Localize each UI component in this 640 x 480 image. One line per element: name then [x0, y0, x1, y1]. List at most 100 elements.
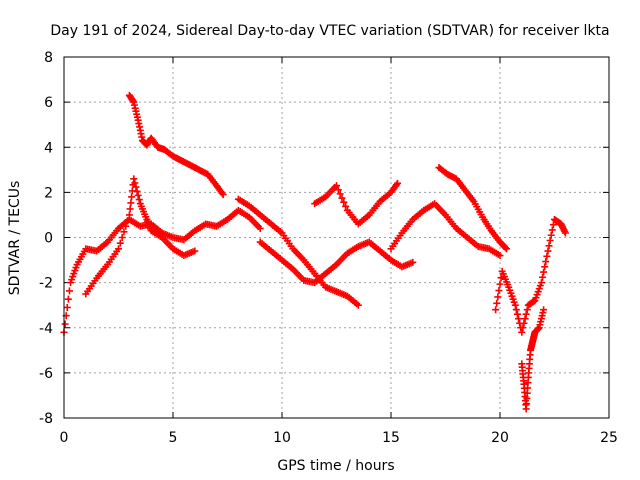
data-point-marker	[133, 187, 141, 195]
x-tick-label: 25	[600, 430, 618, 446]
data-point-marker	[520, 319, 528, 327]
data-point-marker	[219, 191, 227, 199]
data-point-marker	[515, 315, 523, 323]
y-axis-label: SDTVAR / TECUs	[7, 181, 23, 296]
data-point-marker	[340, 198, 348, 206]
y-tick-label: -2	[39, 276, 53, 292]
data-point-marker	[540, 268, 548, 276]
data-point-marker	[543, 252, 551, 260]
data-point-marker	[542, 258, 550, 266]
data-point-marker	[132, 183, 140, 191]
y-tick-label: 0	[44, 231, 53, 247]
data-point-marker	[334, 186, 342, 194]
data-point-marker	[126, 205, 134, 213]
y-tick-label: 8	[44, 50, 53, 66]
data-point-marker	[336, 190, 344, 198]
data-point-marker	[518, 328, 526, 336]
data-point-marker	[541, 263, 549, 271]
data-point-marker	[64, 295, 72, 303]
data-point-marker	[548, 226, 556, 234]
data-point-marker	[409, 258, 417, 266]
data-point-marker	[63, 303, 71, 311]
data-point-marker	[544, 247, 552, 255]
data-point-marker	[497, 274, 505, 282]
y-tick-label: -4	[39, 321, 53, 337]
data-point-marker	[540, 306, 548, 314]
data-point-marker	[496, 280, 504, 288]
data-point-marker	[546, 237, 554, 245]
data-point-marker	[118, 234, 126, 241]
plot-frame	[63, 56, 610, 419]
data-point-marker	[545, 242, 553, 250]
data-point-marker	[127, 199, 135, 207]
x-tick-label: 20	[491, 430, 509, 446]
data-point-marker	[493, 299, 501, 307]
data-point-marker	[125, 211, 133, 219]
data-point-marker	[492, 306, 500, 314]
y-tick-label: 4	[44, 140, 53, 156]
series-sat-track-i	[492, 215, 569, 336]
data-point-marker	[394, 179, 402, 187]
y-tick-label: 2	[44, 185, 53, 201]
data-point-marker	[333, 182, 340, 190]
series-sat-track-e	[256, 238, 417, 287]
y-tick-label: 6	[44, 95, 53, 111]
data-point-marker	[512, 306, 520, 314]
chart-title: Day 191 of 2024, Sidereal Day-to-day VTE…	[50, 23, 609, 39]
series-sat-track-h	[435, 164, 511, 253]
data-point-marker	[191, 247, 199, 255]
data-point-marker	[537, 279, 545, 287]
series-sat-track-a	[60, 206, 264, 336]
data-point-marker	[124, 217, 132, 225]
data-point-marker	[521, 315, 529, 323]
data-point-marker	[135, 196, 143, 204]
data-point-marker	[495, 287, 503, 295]
x-tick-label: 15	[382, 430, 400, 446]
y-tick-label: -6	[39, 366, 53, 382]
data-point-marker	[494, 293, 502, 301]
data-point-marker	[116, 239, 124, 247]
data-point-marker	[503, 245, 511, 253]
data-points	[60, 91, 569, 413]
data-point-marker	[392, 181, 400, 189]
data-point-marker	[218, 189, 226, 197]
y-tick-labels: -8 -6 -4 -2 0 2 4 6 8	[39, 50, 53, 427]
data-point-marker	[511, 301, 519, 309]
data-point-marker	[134, 191, 142, 199]
data-point-marker	[523, 306, 531, 314]
data-point-marker	[513, 310, 521, 318]
series-sat-track-d	[234, 195, 362, 309]
data-point-marker	[338, 194, 346, 202]
data-point-marker	[115, 245, 122, 253]
y-tick-label: -8	[39, 411, 53, 427]
data-point-marker	[496, 252, 504, 260]
data-point-marker	[547, 231, 555, 239]
data-point-marker	[501, 244, 509, 252]
series-sat-track-c	[82, 175, 199, 298]
x-tick-label: 10	[273, 430, 291, 446]
data-point-marker	[561, 229, 569, 237]
x-tick-label: 5	[169, 430, 178, 446]
data-point-marker	[354, 301, 362, 309]
data-point-marker	[65, 287, 73, 295]
data-point-marker	[61, 320, 69, 328]
series-sat-track-j	[518, 306, 548, 413]
x-axis-label: GPS time / hours	[277, 458, 394, 474]
data-point-marker	[539, 273, 547, 281]
data-point-marker	[519, 324, 527, 332]
x-tick-labels: 0 5 10 15 20 25	[60, 430, 618, 446]
data-point-marker	[131, 179, 139, 187]
data-point-marker	[120, 228, 128, 236]
data-point-marker	[342, 202, 350, 210]
data-point-marker	[128, 193, 136, 201]
series-sat-track-b	[125, 91, 227, 199]
x-tick-label: 0	[60, 430, 69, 446]
data-point-marker	[522, 310, 530, 318]
series-sat-track-f	[311, 179, 402, 228]
series-sat-track-g	[387, 200, 504, 260]
data-point-marker	[122, 222, 130, 230]
data-point-marker	[256, 224, 264, 232]
data-point-marker	[130, 175, 138, 183]
data-point-marker	[549, 221, 557, 229]
